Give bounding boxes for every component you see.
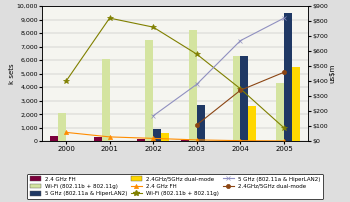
Bar (58, 113, 66, 141)
Bar (276, 83, 284, 141)
Bar (292, 67, 300, 141)
Y-axis label: us$m: us$m (329, 64, 335, 83)
Bar (284, 13, 292, 141)
Bar (240, 56, 248, 141)
Bar (189, 31, 197, 141)
Bar (50, 136, 58, 141)
Bar (161, 133, 169, 141)
Bar (145, 40, 153, 141)
Bar (181, 140, 189, 141)
Bar (94, 137, 102, 141)
Bar (138, 139, 145, 141)
Bar (102, 59, 110, 141)
Bar (248, 106, 256, 141)
Y-axis label: k sets: k sets (9, 63, 15, 84)
Legend: 2.4 GHz FH, Wi-Fi (802.11b + 802.11g), 5 GHz (802.11a & HiperLAN2), 2.4GHz/5GHz : 2.4 GHz FH, Wi-Fi (802.11b + 802.11g), 5… (27, 174, 323, 199)
Bar (153, 129, 161, 141)
Bar (197, 105, 205, 141)
Bar (232, 56, 240, 141)
